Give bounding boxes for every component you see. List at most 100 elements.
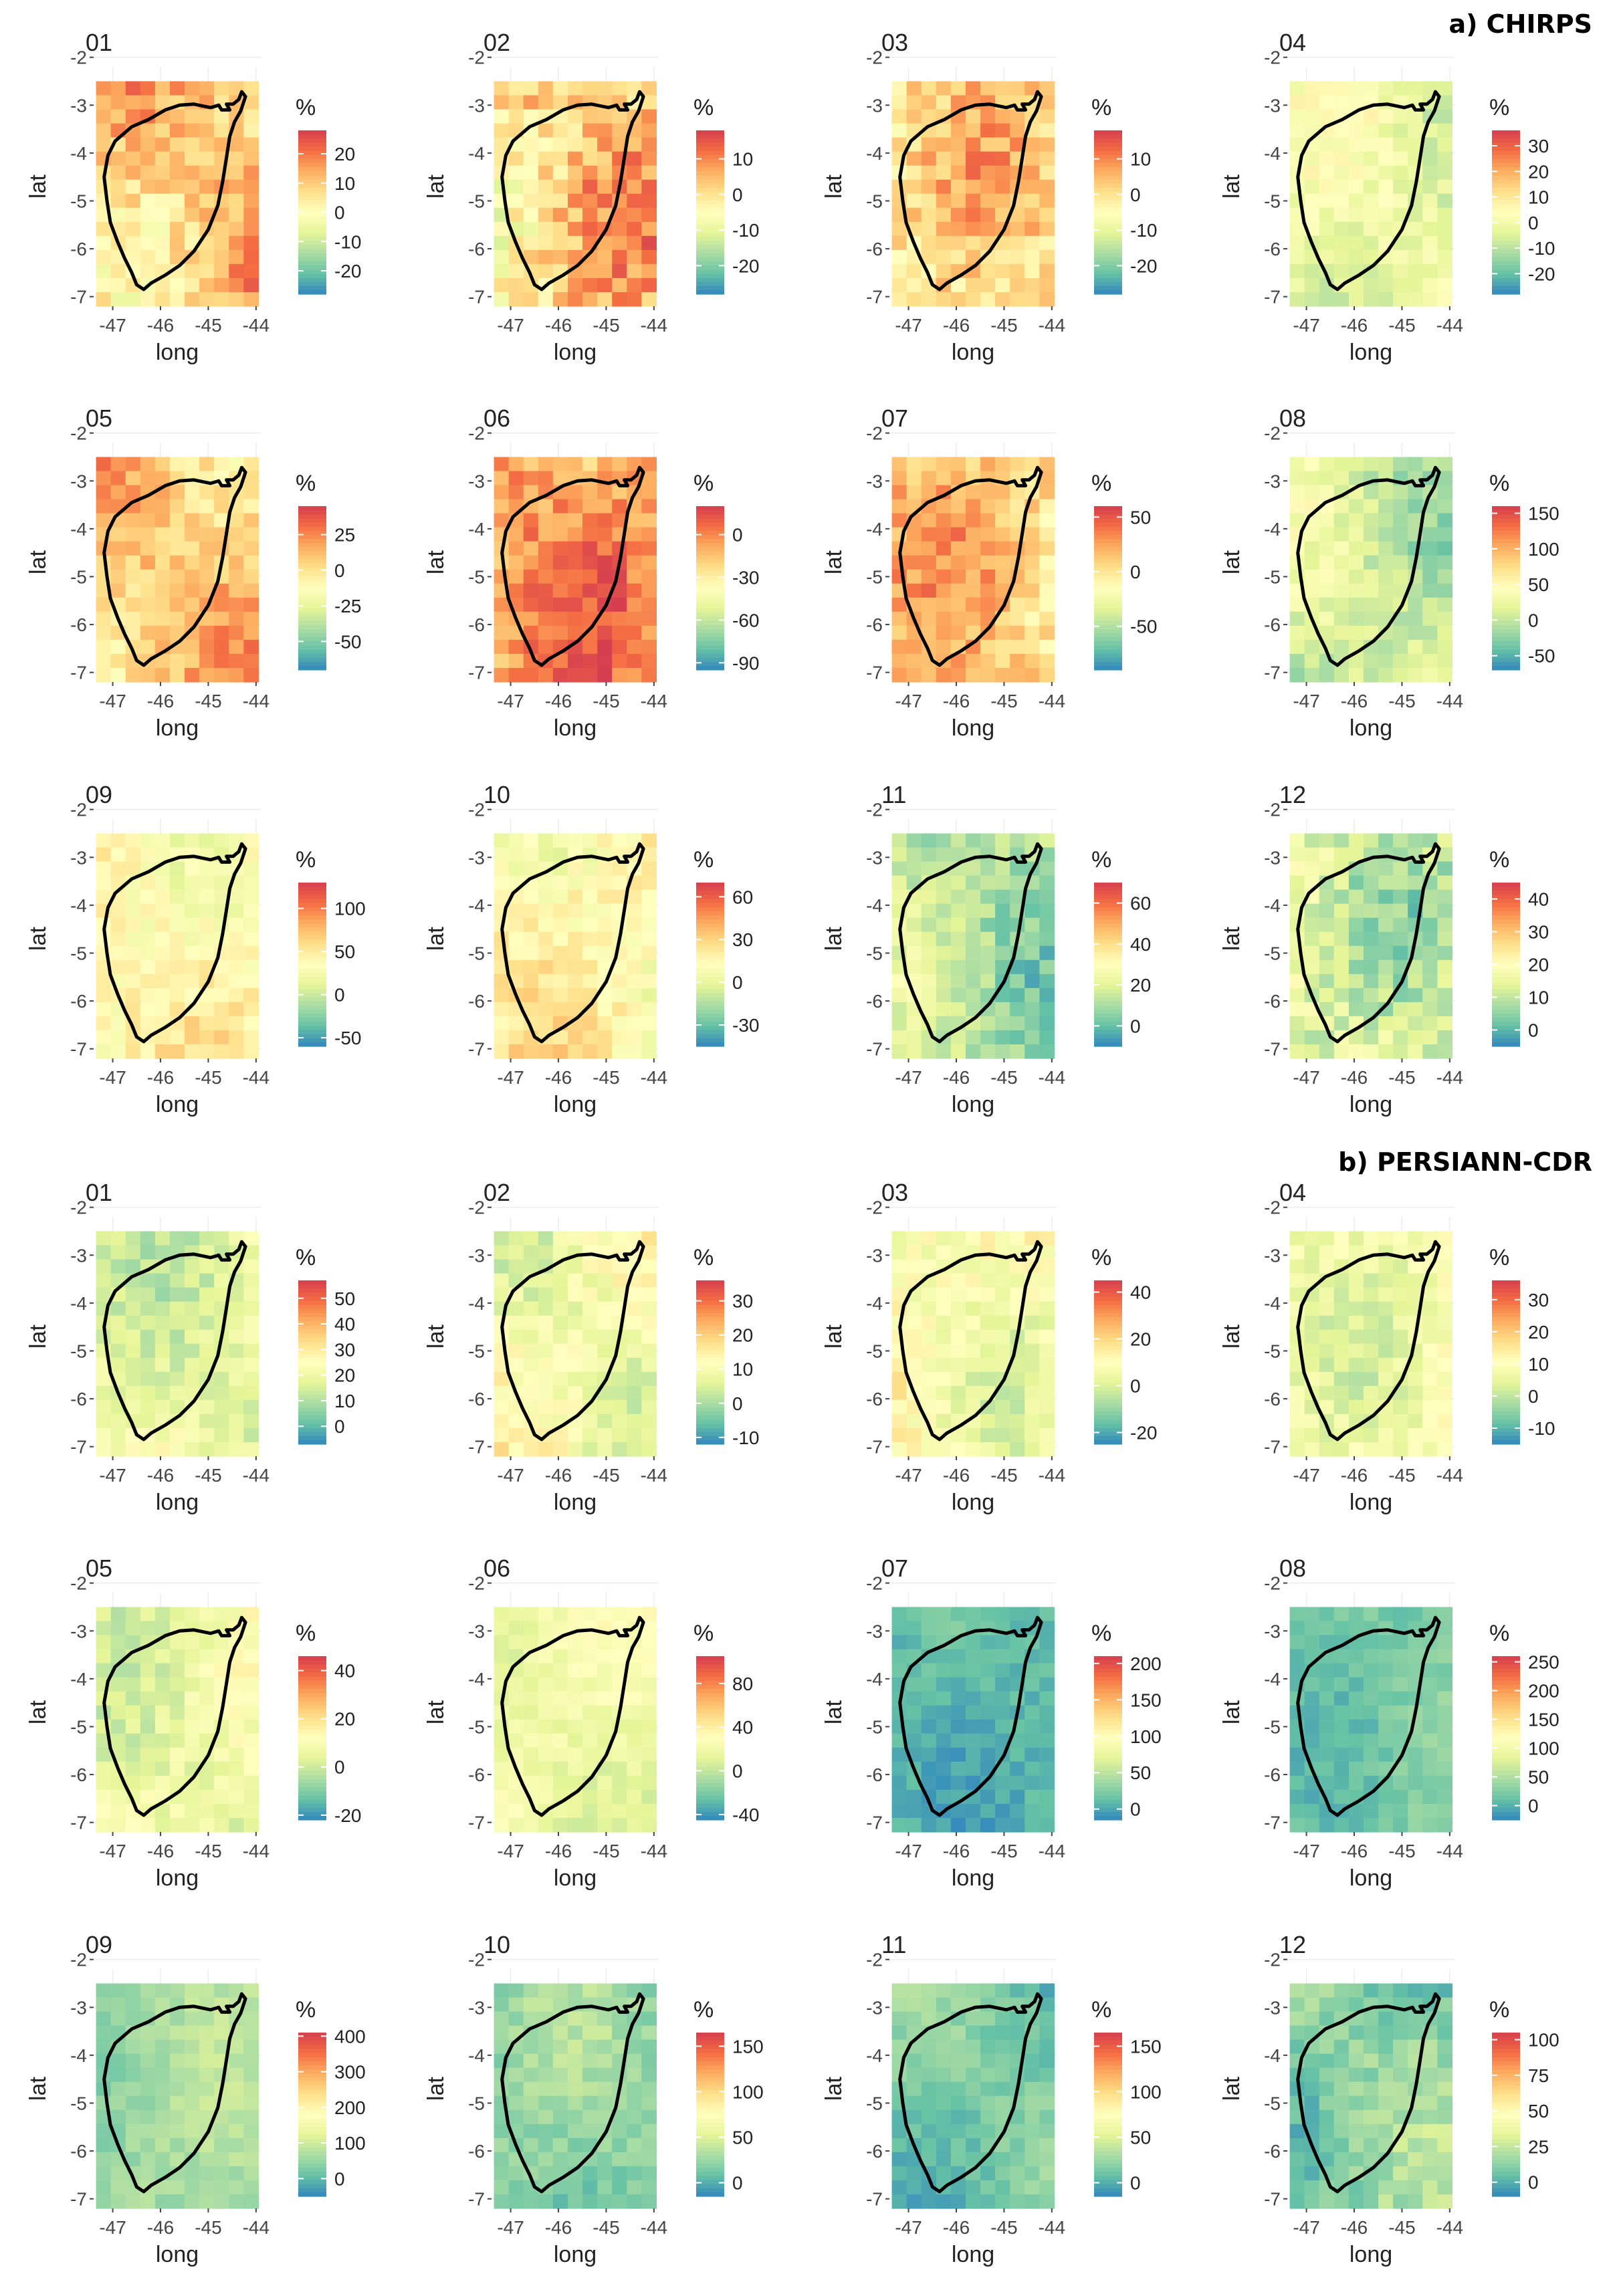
heatmap-cell [185, 1315, 200, 1331]
legend-swatch [696, 1734, 724, 1739]
heatmap-cell [185, 1399, 200, 1415]
heatmap-cell [906, 569, 922, 584]
heatmap-cell [199, 1775, 215, 1791]
heatmap-cell [1408, 277, 1423, 293]
heatmap-cell [214, 1259, 229, 1274]
heatmap-cell [1408, 1413, 1423, 1429]
heatmap-cell [936, 1663, 952, 1678]
y-tick-label: -3 [70, 847, 87, 868]
heatmap-cell [1437, 541, 1453, 556]
heatmap-cell [1393, 485, 1408, 500]
legend-swatch [1094, 1014, 1122, 1018]
heatmap-cell [1039, 513, 1055, 528]
heatmap-cell [641, 847, 657, 863]
legend-swatch [298, 923, 326, 928]
heatmap-cell [597, 1719, 613, 1734]
heatmap-cell [995, 81, 1010, 96]
heatmap-cell [508, 833, 524, 848]
heatmap-cell [1363, 499, 1379, 514]
heatmap-cell [936, 945, 952, 961]
heatmap-cell [1437, 151, 1453, 166]
heatmap-cell [582, 1719, 598, 1734]
y-tick-label: -2 [866, 423, 883, 444]
heatmap-cell [1363, 931, 1379, 947]
heatmap-cell [995, 1016, 1010, 1031]
heatmap-cell [965, 833, 981, 848]
heatmap-cell [1333, 81, 1350, 96]
heatmap-cell [921, 457, 937, 472]
heatmap-cell [214, 1761, 229, 1776]
heatmap-cell [1393, 1002, 1408, 1017]
legend-swatch [1492, 1358, 1520, 1363]
heatmap-cell [229, 931, 244, 947]
heatmap-cell [1437, 499, 1453, 514]
heatmap-cell [538, 221, 554, 237]
heatmap-cell [950, 917, 966, 933]
heatmap-cell [980, 249, 996, 265]
heatmap-cell [980, 527, 996, 542]
legend-swatch [1492, 158, 1520, 164]
legend-swatch [696, 649, 724, 655]
heatmap-cell [597, 1273, 613, 1288]
legend-swatch [696, 187, 724, 193]
heatmap-cell [1289, 847, 1305, 863]
heatmap-cell [154, 959, 171, 975]
heatmap-cell [965, 1719, 981, 1734]
x-tick-label: -44 [1039, 1841, 1065, 1861]
heatmap-cell [96, 471, 112, 486]
heatmap-cell [1039, 1719, 1055, 1734]
heatmap-cell [1010, 277, 1025, 293]
heatmap-cell [169, 1677, 185, 1692]
heatmap-cell [243, 1719, 259, 1734]
heatmap-cell [1348, 903, 1364, 919]
heatmap-cell [96, 639, 112, 655]
legend-unit: % [296, 847, 316, 873]
heatmap-cell [243, 1030, 259, 1045]
heatmap-cell [154, 1803, 171, 1819]
heatmap-cell [950, 625, 966, 641]
heatmap-cell [567, 1273, 583, 1288]
heatmap-cell [641, 292, 657, 307]
heatmap-cell [567, 1649, 583, 1664]
heatmap-cell [1378, 1044, 1394, 1059]
heatmap-cell [641, 1044, 657, 1059]
legend-swatch [696, 952, 724, 957]
legend-swatch [1492, 1423, 1520, 1429]
legend-swatch [1492, 931, 1520, 937]
heatmap-cell [110, 1803, 126, 1819]
heatmap-cell [1289, 1442, 1305, 1457]
y-axis-label: lat [25, 1324, 51, 1348]
heatmap-cell [140, 1343, 156, 1359]
heatmap-cell [567, 1385, 583, 1401]
heatmap-cell [538, 1329, 554, 1345]
heatmap-cell [1025, 165, 1040, 181]
y-tick-label: -3 [1264, 847, 1281, 868]
heatmap-cell [1333, 1357, 1350, 1373]
heatmap-cell [243, 1733, 259, 1748]
heatmap-cell [612, 1231, 627, 1246]
heatmap-cell [1437, 1357, 1453, 1373]
heatmap-cell [995, 499, 1010, 514]
heatmap-panel-chirps-02: 02-2-3-4-5-6-7-47 -46 -45 -44longlat%100-10… [423, 29, 759, 365]
heatmap-cell [950, 875, 966, 891]
heatmap-cell [567, 1635, 583, 1650]
heatmap-cell [154, 1301, 171, 1316]
y-tick-label: -2 [468, 47, 485, 68]
heatmap-cell [154, 945, 171, 961]
heatmap-cell [1422, 235, 1438, 251]
heatmap-cell [950, 1245, 966, 1260]
heatmap-cell [891, 1775, 907, 1791]
heatmap-cell [1289, 137, 1305, 152]
heatmap-cell [1437, 973, 1453, 989]
heatmap-cell [1422, 263, 1438, 279]
heatmap-cell [1437, 1385, 1453, 1401]
heatmap-cell [229, 1691, 244, 1706]
legend-swatch [1492, 927, 1520, 933]
heatmap-cell [110, 945, 126, 961]
heatmap-cell [936, 1371, 952, 1387]
legend-swatch [696, 229, 724, 233]
heatmap-cell [523, 611, 539, 626]
heatmap-cell [185, 639, 200, 655]
legend-swatch [696, 191, 724, 197]
heatmap-cell [965, 249, 981, 265]
